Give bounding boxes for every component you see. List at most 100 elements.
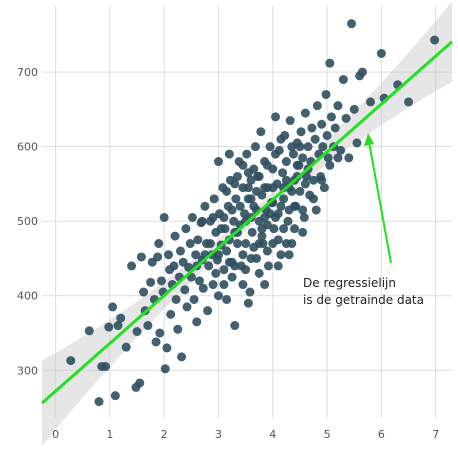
data-point <box>376 48 386 58</box>
data-point <box>189 294 199 304</box>
data-point <box>311 205 321 215</box>
x-tick-label-4: 4 <box>269 428 276 441</box>
data-point <box>333 101 343 111</box>
data-point <box>295 186 305 196</box>
data-point <box>257 231 267 241</box>
data-point <box>298 153 308 163</box>
data-point <box>288 149 298 159</box>
data-point <box>240 209 250 219</box>
data-point <box>283 216 293 226</box>
data-point <box>271 149 281 159</box>
data-point <box>101 362 111 372</box>
data-point <box>318 142 328 152</box>
data-point <box>317 175 327 185</box>
data-point <box>366 97 376 107</box>
data-point <box>198 283 208 293</box>
data-point <box>273 261 283 271</box>
data-point <box>227 272 237 282</box>
data-point <box>245 287 255 297</box>
data-point <box>238 280 248 290</box>
data-point <box>182 302 192 312</box>
data-point <box>296 127 306 137</box>
data-point <box>249 242 259 252</box>
data-point <box>216 224 226 234</box>
data-point <box>341 113 351 123</box>
data-point <box>166 309 176 319</box>
data-point <box>173 324 183 334</box>
data-point <box>309 194 319 204</box>
axis-tick-labels: 0 1 2 3 4 5 6 7 300 400 500 600 700 <box>17 66 439 441</box>
data-point <box>242 149 252 159</box>
data-point <box>110 391 120 401</box>
data-point <box>132 327 142 337</box>
data-point <box>243 183 253 193</box>
y-tick-label-3: 600 <box>17 141 38 154</box>
data-point <box>323 153 333 163</box>
data-point <box>200 201 210 211</box>
annotation-line-2: is de getrainde data <box>303 293 424 307</box>
data-point <box>404 97 414 107</box>
data-point <box>317 119 327 129</box>
data-point <box>204 261 214 271</box>
data-point <box>219 265 229 275</box>
data-point <box>269 224 279 234</box>
regression-line <box>41 40 453 405</box>
data-point <box>312 101 322 111</box>
data-point <box>310 134 320 144</box>
data-point <box>260 183 270 193</box>
data-point <box>231 194 241 204</box>
data-point <box>208 212 218 222</box>
data-point <box>338 75 348 85</box>
data-point <box>271 112 281 122</box>
data-point <box>151 337 161 347</box>
data-point <box>281 175 291 185</box>
data-point <box>246 253 256 263</box>
data-point <box>276 134 286 144</box>
y-tick-label-1: 400 <box>17 290 38 303</box>
data-point <box>287 142 297 152</box>
data-point <box>208 280 218 290</box>
data-point <box>295 142 305 152</box>
data-point <box>263 261 273 271</box>
data-point <box>241 239 251 249</box>
data-point <box>156 276 166 286</box>
data-point <box>262 160 272 170</box>
data-point <box>185 239 195 249</box>
data-point <box>299 212 309 222</box>
data-point <box>303 142 313 152</box>
annotation-line-1: De regressielijn <box>303 276 396 290</box>
data-point <box>268 183 278 193</box>
data-point <box>322 130 332 140</box>
x-tick-label-1: 1 <box>106 428 113 441</box>
data-point <box>191 250 201 260</box>
data-point <box>197 216 207 226</box>
data-point <box>285 116 295 126</box>
data-point <box>256 127 266 137</box>
data-point <box>232 239 242 249</box>
data-point <box>222 246 232 256</box>
data-point <box>84 326 94 336</box>
data-point <box>254 171 264 181</box>
x-tick-label-0: 0 <box>52 428 59 441</box>
data-point <box>298 227 308 237</box>
data-point <box>287 186 297 196</box>
data-point <box>162 343 172 353</box>
x-tick-label-2: 2 <box>161 428 168 441</box>
data-point <box>153 252 163 262</box>
data-point <box>243 298 253 308</box>
data-point <box>192 317 202 327</box>
x-tick-label-3: 3 <box>215 428 222 441</box>
data-point <box>290 201 300 211</box>
data-point <box>213 291 223 301</box>
data-point <box>298 205 308 215</box>
data-point <box>193 235 203 245</box>
data-point <box>230 261 240 271</box>
data-point <box>252 186 262 196</box>
annotation-arrowhead <box>364 133 374 146</box>
data-point <box>246 175 256 185</box>
data-point <box>232 171 242 181</box>
data-point <box>260 212 270 222</box>
data-point <box>301 171 311 181</box>
data-point <box>229 216 239 226</box>
